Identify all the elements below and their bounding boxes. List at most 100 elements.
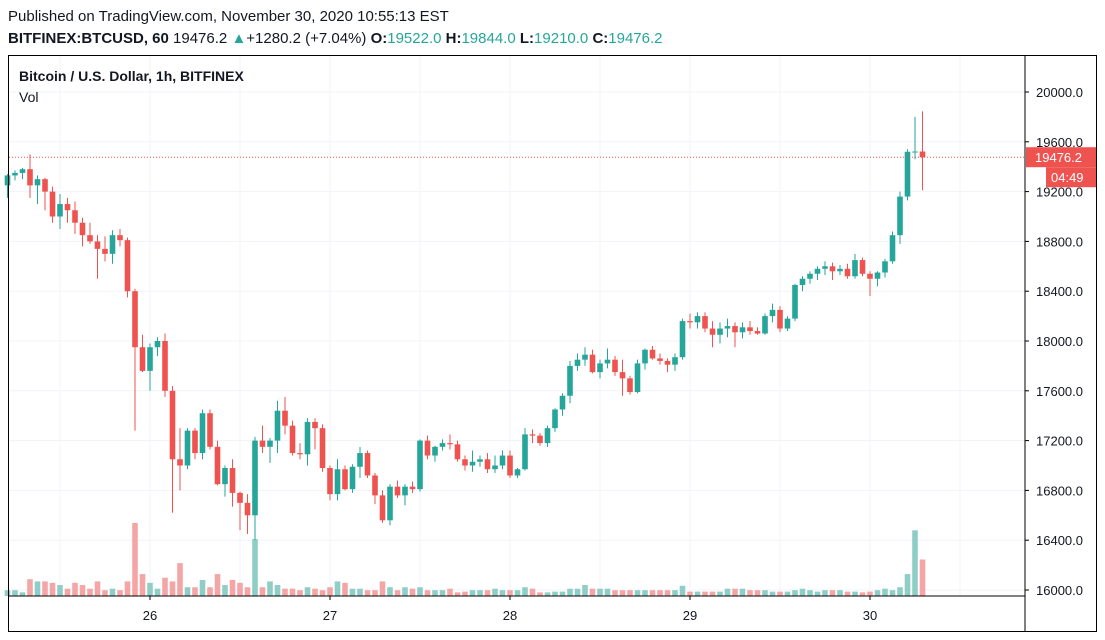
volume-bar [477,590,483,596]
candle-body [244,502,251,516]
candle-body [604,359,611,364]
candle-body [687,321,693,323]
candle-body [732,326,738,333]
candle-body [432,446,438,456]
candle [304,418,311,466]
candle [417,439,423,492]
x-tick-label: 28 [503,608,517,623]
candle [94,235,101,279]
volume-bar [604,588,611,596]
candle [574,353,581,371]
candle [484,453,491,473]
chart-title: Bitcoin / U.S. Dollar, 1h, BITFINEX [19,68,244,84]
candle [432,445,438,462]
candle [717,322,723,344]
y-tick-label: 17200.0 [1036,434,1083,449]
candle-body [724,326,731,329]
countdown-label: 04:49 [1051,170,1084,185]
volume-bar [304,587,311,596]
candle [259,425,266,454]
volume-bar [522,587,528,596]
candle-body [289,425,296,454]
candle [447,434,453,450]
volume-bar [507,590,513,596]
countdown-badge [1046,167,1097,188]
volume-bar [154,588,161,596]
volume-bar [672,590,678,596]
candle [754,327,761,335]
candle [897,191,903,244]
volume-bar [829,590,836,596]
candle-body [267,440,273,447]
candle-body [792,284,798,319]
volume-bar [417,587,423,596]
last-price: 19476.2 [173,30,228,47]
volume-bar [42,581,48,596]
candle-body [739,327,746,333]
candle [132,288,138,431]
candle-body [859,260,866,274]
candle [507,450,513,478]
volume-bar [439,590,446,596]
candle [154,337,161,356]
close-value: 19476.2 [608,30,663,47]
candle [319,424,326,472]
candle-body [897,196,903,236]
candle-body [117,235,123,241]
candle [312,418,318,450]
candle-body [522,434,528,470]
open-label: O: [370,30,388,47]
candle-body [634,363,641,393]
candle [327,465,333,501]
candle-body [19,169,26,173]
candle-body [882,261,888,273]
candle [334,459,341,501]
x-tick-label: 30 [863,608,877,623]
quote-line: BITFINEX:BTCUSD, 60 19476.2 ▲+1280.2 (+7… [8,30,663,47]
candle-body [837,268,843,272]
candle [274,400,281,454]
volume-bar [537,592,543,596]
volume-bar [27,579,33,596]
candle-body [754,331,761,334]
candle [529,429,536,444]
volume-bar [379,581,386,596]
volume-bar [499,590,506,596]
candle [687,313,693,329]
high-value: 19844.0 [461,30,516,47]
volume-bar [904,574,911,596]
candle-body [387,486,393,521]
volume-bar [544,592,551,596]
candle [72,201,78,234]
volume-bar [664,590,671,596]
volume-bar [874,590,881,596]
volume-bar [649,590,656,596]
candle-body [297,453,303,455]
candle [522,428,528,471]
candle-body [139,347,146,371]
candle [657,353,663,365]
candle [567,360,573,404]
candle-body [814,268,821,274]
volume-bar [297,590,303,596]
volume-bar [567,588,573,596]
candle [627,375,633,395]
volume-bar [169,581,176,596]
candle-body [559,395,566,410]
volume-bar [582,585,588,596]
volume-bar [342,582,348,596]
volume-bar [387,587,393,596]
candle-body [259,440,266,447]
candle [139,334,146,373]
candle [709,321,716,348]
volume-bar [57,585,63,596]
volume-bar [64,588,71,596]
candle-body [777,309,783,329]
candle-body [627,378,633,393]
low-value: 19210.0 [534,30,589,47]
candle [612,355,618,376]
candle-body [424,440,431,456]
volume-bar [162,577,168,596]
candle-body [829,266,836,272]
